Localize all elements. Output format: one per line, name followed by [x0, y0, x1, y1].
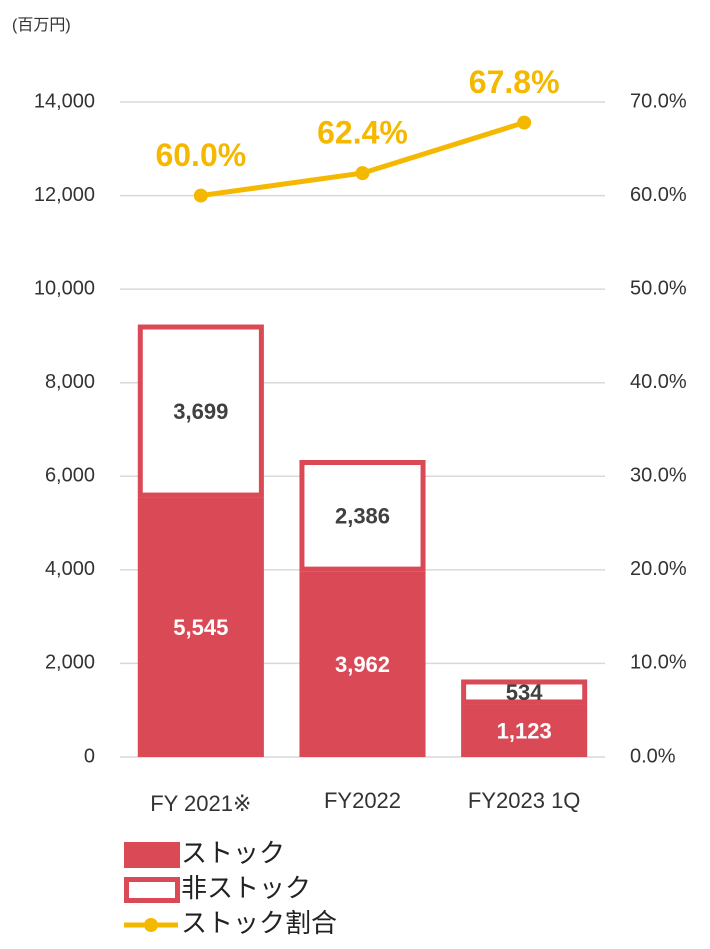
x-tick-label: FY2022 — [324, 788, 401, 813]
y2-tick-label: 70.0% — [630, 90, 687, 112]
legend-label: ストック割合 — [181, 908, 337, 938]
data-label: 67.8% — [469, 64, 560, 100]
data-label: 5,545 — [173, 615, 228, 640]
line-point — [193, 188, 208, 203]
y2-tick-label: 60.0% — [630, 184, 687, 206]
bar — [299, 571, 426, 757]
y-tick-label: 2,000 — [45, 652, 95, 674]
y-tick-label: 4,000 — [45, 558, 95, 580]
legend-label: 非ストック — [181, 873, 311, 903]
y2-tick-label: 10.0% — [630, 652, 687, 674]
data-label: 534 — [506, 680, 543, 705]
legend-swatch — [124, 842, 180, 868]
y-tick-label: 12,000 — [34, 184, 95, 206]
line-point — [517, 115, 532, 130]
data-label: 3,699 — [173, 399, 228, 424]
y2-tick-label: 30.0% — [630, 465, 687, 487]
bar — [461, 704, 588, 757]
y-tick-label: 10,000 — [34, 277, 95, 299]
line-point — [355, 166, 370, 181]
y-tick-label: 6,000 — [45, 465, 95, 487]
x-tick-label: FY 2021※ — [150, 791, 251, 816]
legend-label: ストック — [181, 838, 285, 868]
y2-tick-label: 20.0% — [630, 558, 687, 580]
data-label: 62.4% — [317, 115, 408, 151]
y2-tick-label: 50.0% — [630, 277, 687, 299]
bar — [299, 460, 426, 572]
x-tick-label: FY2023 1Q — [468, 788, 581, 813]
bar — [137, 497, 264, 757]
bar — [137, 324, 264, 498]
data-label: 60.0% — [155, 137, 246, 173]
y-tick-label: 8,000 — [45, 371, 95, 393]
data-label: 3,962 — [335, 652, 390, 677]
data-label: 2,386 — [335, 504, 390, 529]
bar — [461, 679, 588, 705]
legend-swatch — [124, 877, 180, 903]
y2-tick-label: 0.0% — [630, 745, 676, 767]
unit-label: (百万円) — [12, 17, 71, 34]
y-tick-label: 14,000 — [34, 90, 95, 112]
y-tick-label: 0 — [84, 745, 95, 767]
legend-marker — [144, 918, 158, 932]
y2-tick-label: 40.0% — [630, 371, 687, 393]
data-label: 1,123 — [497, 719, 552, 744]
